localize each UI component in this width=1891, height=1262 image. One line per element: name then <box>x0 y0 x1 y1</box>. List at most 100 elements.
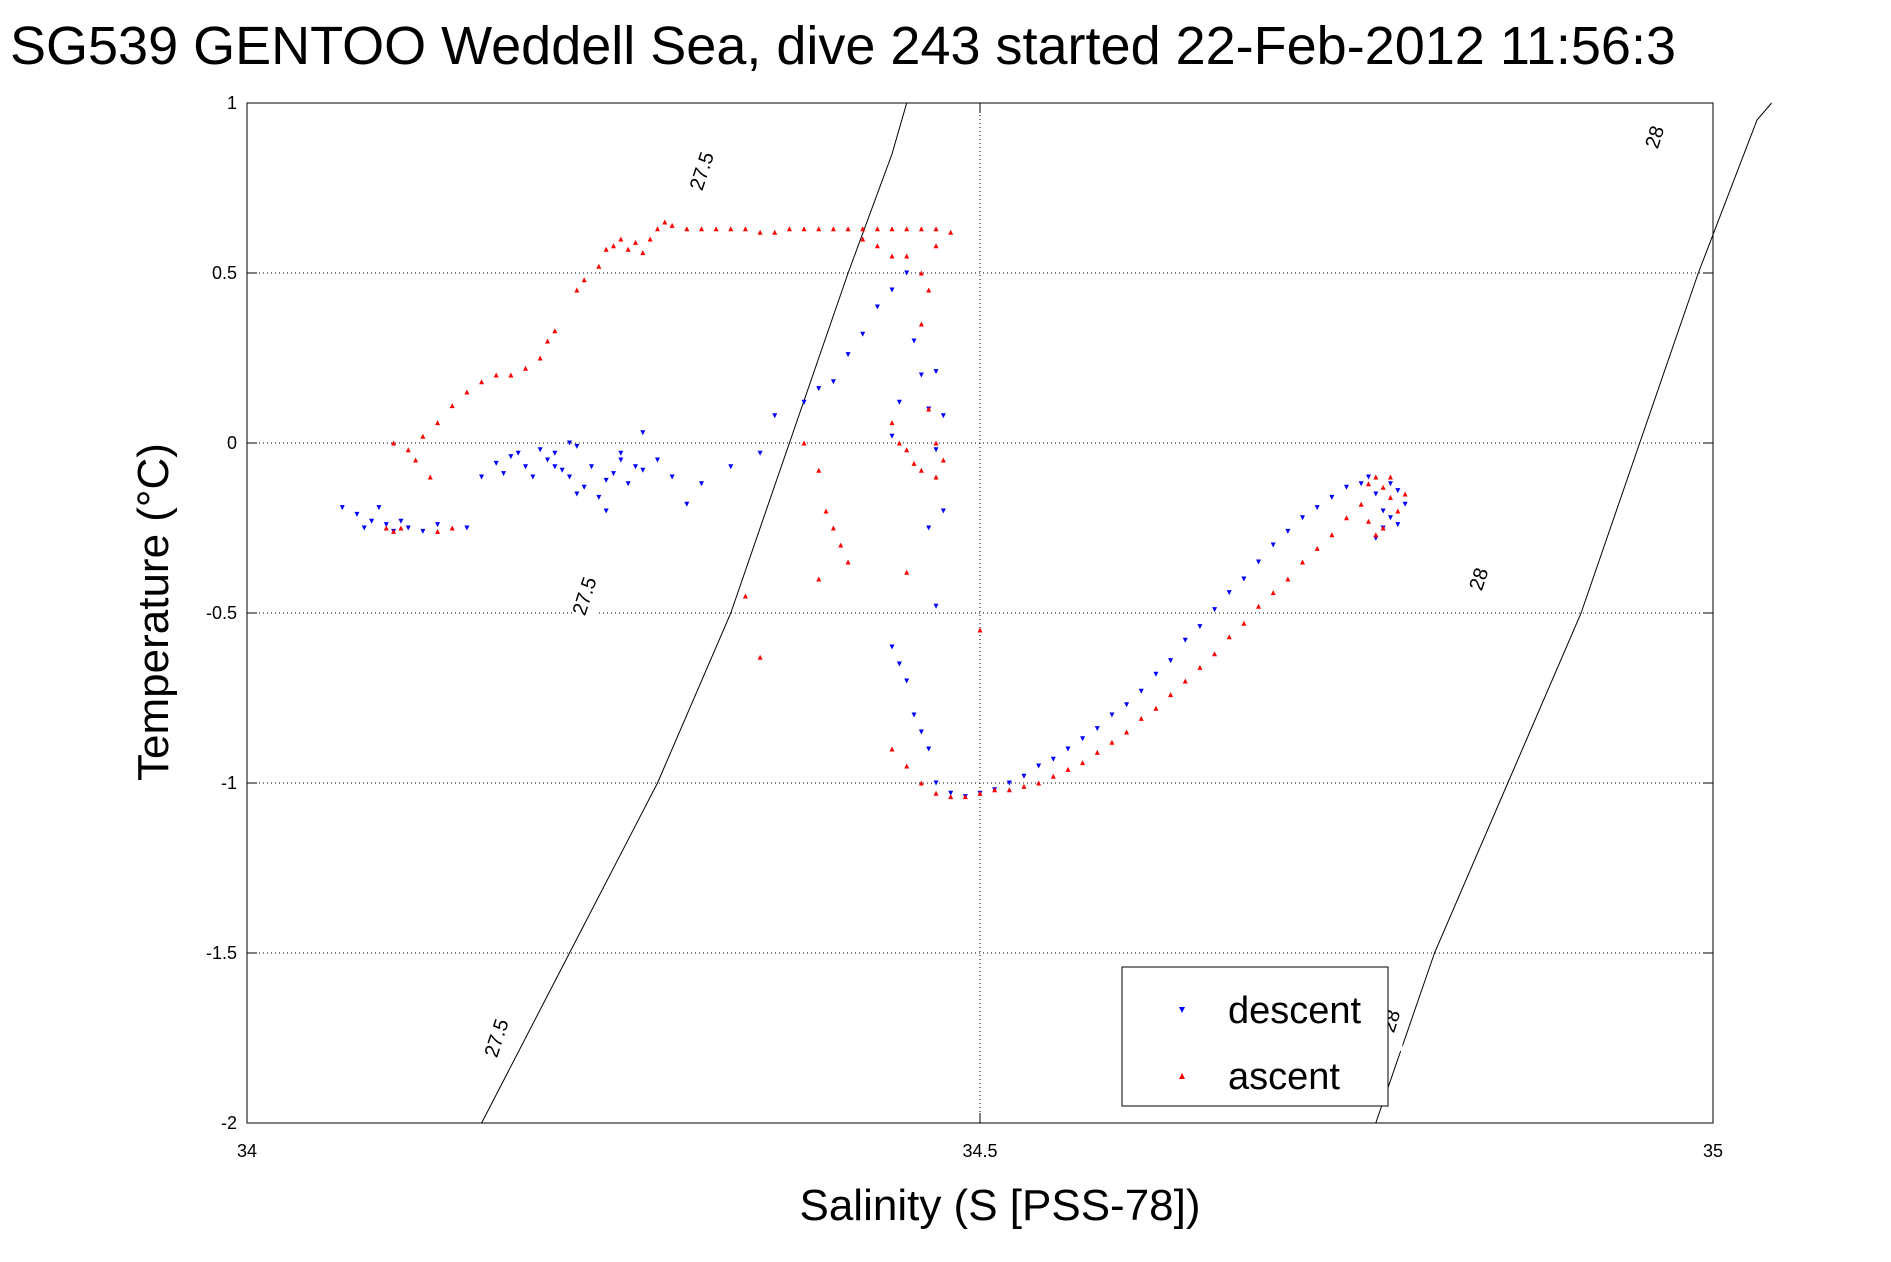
y-tick-label: 0.5 <box>212 263 237 283</box>
ascent-point <box>816 467 822 473</box>
ascent-point <box>1109 739 1115 745</box>
ascent-point <box>1065 766 1071 772</box>
ascent-point <box>977 790 983 796</box>
ascent-point <box>1270 590 1276 596</box>
descent-point <box>530 474 536 480</box>
descent-point <box>640 430 646 436</box>
descent-point <box>537 447 543 453</box>
ascent-point <box>948 229 954 235</box>
descent-point <box>860 331 866 337</box>
descent-point <box>904 270 910 276</box>
ascent-point <box>948 794 954 800</box>
descent-point <box>376 505 382 511</box>
legend-label-descent: descent <box>1228 990 1362 1032</box>
ascent-point <box>596 263 602 269</box>
ascent-point <box>918 780 924 786</box>
descent-point <box>1329 494 1335 500</box>
ascent-point <box>933 243 939 249</box>
descent-point <box>603 508 609 514</box>
descent-point <box>1065 746 1071 752</box>
descent-point <box>845 352 851 358</box>
ascent-point <box>933 474 939 480</box>
contour-label-bg <box>1642 107 1667 167</box>
ascent-point <box>1314 545 1320 551</box>
descent-point <box>574 443 580 449</box>
descent-point <box>1138 688 1144 694</box>
descent-point <box>501 471 507 477</box>
ascent-point <box>464 389 470 395</box>
ascent-point <box>830 226 836 232</box>
ascent-point <box>435 528 441 534</box>
ascent-point <box>1329 532 1335 538</box>
ascent-point <box>1197 664 1203 670</box>
ascent-point <box>918 321 924 327</box>
ascent-point <box>933 790 939 796</box>
y-tick-label: 0 <box>227 433 237 453</box>
ascent-point <box>1256 603 1262 609</box>
ascent-point <box>1241 620 1247 626</box>
x-tick-label: 34 <box>237 1141 257 1161</box>
ascent-point <box>911 460 917 466</box>
ascent-point <box>1036 780 1042 786</box>
ascent-point <box>611 243 616 249</box>
ascent-point <box>1080 760 1086 766</box>
y-axis-label: Temperature (°C) <box>129 443 178 781</box>
descent-point <box>545 457 551 463</box>
ascent-point <box>1285 576 1291 582</box>
ascent-point <box>545 338 551 344</box>
ascent-point <box>816 576 822 582</box>
descent-point <box>1395 488 1401 494</box>
descent-point <box>1006 780 1012 786</box>
legend-marker-ascent <box>1179 1073 1185 1079</box>
descent-point <box>1402 501 1408 507</box>
ascent-point <box>904 447 910 453</box>
descent-point <box>933 780 939 786</box>
descent-point <box>1050 756 1056 762</box>
grid-lines <box>246 102 1714 1124</box>
descent-point <box>523 464 529 470</box>
ascent-point <box>1387 494 1393 500</box>
ascent-point <box>918 270 924 276</box>
descent-point <box>1344 484 1349 490</box>
descent-point <box>603 477 609 483</box>
descent-point <box>618 450 624 456</box>
descent-point <box>1387 481 1393 487</box>
ascent-point <box>435 420 441 426</box>
ascent-point <box>391 440 397 446</box>
descent-point <box>940 508 946 514</box>
ascent-point <box>977 627 983 633</box>
descent-point <box>339 505 345 511</box>
ascent-point <box>1182 678 1188 684</box>
ascent-point <box>449 525 455 531</box>
ascent-point <box>1153 705 1159 711</box>
descent-point <box>874 304 880 310</box>
ascent-point <box>1365 518 1371 524</box>
ascent-point <box>1344 515 1349 521</box>
descent-point <box>911 712 917 718</box>
legend-box <box>1121 966 1389 1107</box>
descent-point <box>948 790 954 796</box>
ascent-point <box>728 226 734 232</box>
ascent-point <box>1094 749 1100 755</box>
legend-label-ascent: ascent <box>1228 1056 1340 1098</box>
descent-point <box>1094 726 1100 732</box>
ascent-point <box>1373 532 1379 538</box>
descent-point <box>625 481 631 487</box>
ascent-point <box>838 542 844 548</box>
ascent-point <box>1380 525 1386 531</box>
descent-point <box>1358 481 1364 487</box>
ascent-point <box>874 243 880 249</box>
ascent-point <box>757 654 763 660</box>
ascent-point <box>816 226 822 232</box>
descent-point <box>933 369 939 375</box>
ascent-point <box>603 246 609 252</box>
ascent-point <box>830 525 836 531</box>
descent-point <box>816 386 822 392</box>
descent-point <box>1314 505 1320 511</box>
ascent-point <box>383 525 389 531</box>
ascent-point <box>860 236 866 242</box>
ascent-point <box>926 287 932 293</box>
ascent-point <box>1365 481 1371 487</box>
ascent-point <box>860 226 866 232</box>
